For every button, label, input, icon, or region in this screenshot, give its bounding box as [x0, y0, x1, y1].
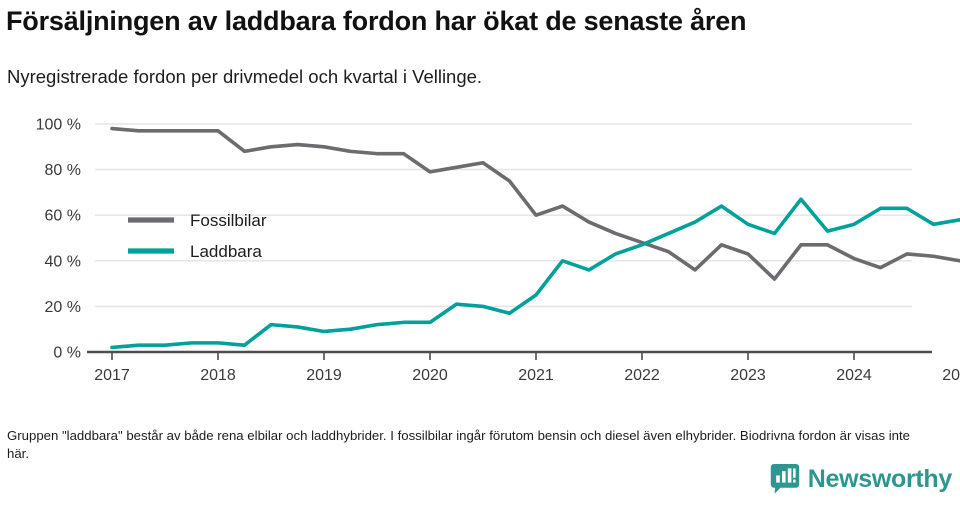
y-axis-tick-label: 80 % [45, 162, 81, 179]
chart-container: 0 % 20 % 40 % 60 % 80 % 100 % 2017 2018 2019 202… [0, 104, 960, 400]
data-series [110, 126, 960, 350]
newsworthy-logo[interactable]: Newsworthy [770, 463, 952, 495]
y-axis-tick-label: 40 % [45, 253, 81, 270]
y-axis-tick-label: 20 % [45, 299, 81, 316]
chart-legend: Fossilbilar Laddbara [128, 211, 267, 261]
x-axis-tick-label: 2019 [306, 367, 342, 384]
x-axis-tick-label: 2025 [942, 367, 960, 384]
x-axis-tick-label: 2023 [730, 367, 766, 384]
x-axis-tick-label: 2018 [200, 367, 236, 384]
x-axis-labels: 2017 2018 2019 2020 2021 2022 2023 2024 2025 [94, 367, 960, 384]
x-axis-tick-label: 2021 [518, 367, 554, 384]
page-subtitle: Nyregistrerade fordon per drivmedel och … [7, 66, 483, 87]
legend-label: Fossilbilar [190, 211, 267, 230]
line-chart: 0 % 20 % 40 % 60 % 80 % 100 % 2017 2018 2019 202… [36, 117, 960, 384]
gridlines [95, 123, 912, 308]
brand-name: Newsworthy [807, 464, 953, 493]
page-title: Försäljningen av laddbara fordon har öka… [6, 6, 747, 36]
series-line-laddbara [110, 197, 960, 350]
y-axis-tick-label: 0 % [53, 345, 81, 362]
chart-footnote: Gruppen "laddbara" består av både rena e… [7, 428, 910, 462]
y-axis-tick-label: 60 % [45, 208, 81, 225]
chart-bubble-icon [770, 464, 799, 494]
series-line-fossilbilar [110, 126, 960, 281]
x-axis-ticks [111, 352, 855, 360]
x-axis-tick-label: 2020 [412, 367, 448, 384]
x-axis-tick-label: 2017 [94, 367, 130, 384]
x-axis-tick-label: 2024 [836, 367, 872, 384]
legend-label: Laddbara [190, 242, 262, 261]
x-axis-tick-label: 2022 [624, 367, 660, 384]
y-axis-labels: 0 % 20 % 40 % 60 % 80 % 100 % [36, 117, 81, 362]
y-axis-tick-label: 100 % [36, 117, 81, 134]
